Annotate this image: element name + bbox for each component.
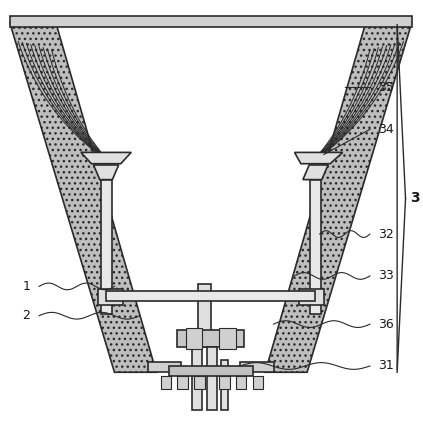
Bar [101,179,112,314]
Polygon shape [10,23,157,372]
Bar [240,362,274,372]
Bar [198,284,211,347]
Bar [206,347,217,410]
Text: 3: 3 [410,191,419,206]
Text: 34: 34 [378,123,394,136]
Text: 31: 31 [378,359,394,373]
Polygon shape [303,165,328,179]
Polygon shape [265,23,412,372]
Text: 2: 2 [22,309,30,322]
Polygon shape [56,23,366,372]
Bar [194,377,204,389]
Text: 36: 36 [378,318,394,330]
Bar [169,366,253,377]
Bar [219,377,230,389]
Bar [219,328,236,349]
Bar [177,330,244,347]
Text: 32: 32 [378,228,394,241]
Bar [192,347,203,410]
Bar [161,377,171,389]
Bar [177,377,188,389]
Bar [98,288,123,305]
Bar [148,362,181,372]
Polygon shape [81,152,131,164]
Bar [253,377,263,389]
Bar [310,179,321,314]
Bar [186,328,203,349]
Text: 35: 35 [378,81,394,94]
Bar [10,16,412,27]
Bar [236,377,246,389]
Text: 1: 1 [22,280,30,293]
Bar [221,360,228,410]
Polygon shape [93,165,118,179]
Bar [299,288,324,305]
Polygon shape [294,152,343,164]
Bar [106,291,316,301]
Text: 33: 33 [378,269,394,283]
